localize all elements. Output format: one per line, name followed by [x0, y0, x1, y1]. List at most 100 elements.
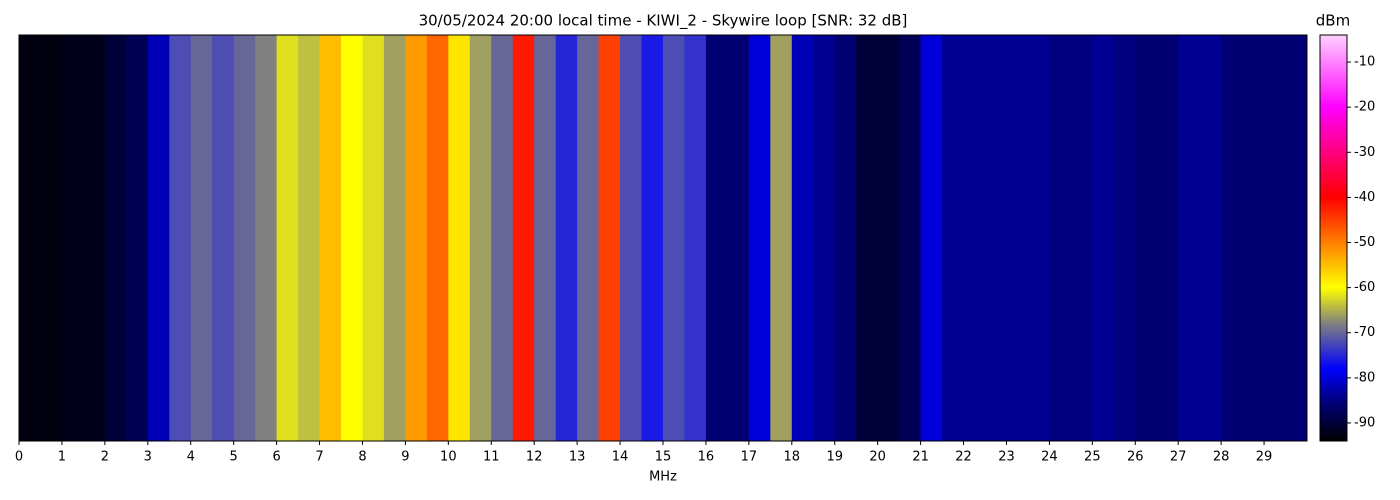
colorbar-tick-label: -10	[1354, 55, 1375, 70]
spectrum-column	[1006, 35, 1029, 441]
x-tick-label: 6	[272, 450, 280, 465]
spectrum-column	[791, 35, 814, 441]
x-tick-label: 2	[101, 450, 109, 465]
spectrum-column	[663, 35, 685, 441]
spectrum-column	[104, 35, 127, 441]
x-tick-label: 22	[955, 450, 972, 465]
chart-title: 30/05/2024 20:00 local time - KIWI_2 - S…	[419, 12, 908, 31]
colorbar-tick-label: -70	[1354, 325, 1375, 340]
spectrum-column	[383, 35, 406, 441]
spectrum-column	[620, 35, 643, 441]
spectrum-column	[276, 35, 299, 441]
spectrum-column	[1264, 35, 1287, 441]
spectrum-column	[83, 35, 106, 441]
spectrum-column	[684, 35, 707, 441]
colorbar-label: dBm	[1316, 12, 1350, 30]
colorbar-tick-label: -90	[1354, 415, 1375, 430]
spectrum-column	[641, 35, 664, 441]
colorbar-tick-label: -60	[1354, 280, 1375, 295]
spectrum-column	[233, 35, 256, 441]
x-tick-label: 16	[698, 450, 715, 465]
spectrum-column	[469, 35, 492, 441]
spectrum-column	[1221, 35, 1244, 441]
spectrum-column	[834, 35, 857, 441]
spectrum-column	[319, 35, 342, 441]
spectrum-column	[705, 35, 728, 441]
spectrum-column	[169, 35, 192, 441]
x-tick-label: 10	[440, 450, 457, 465]
spectrum-column	[1135, 35, 1158, 441]
x-tick-label: 14	[612, 450, 629, 465]
spectrum-column	[1070, 35, 1093, 441]
colorbar-tick-label: -80	[1354, 370, 1375, 385]
spectrum-column	[1092, 35, 1115, 441]
x-tick-label: 20	[869, 450, 886, 465]
spectrum-column	[405, 35, 428, 441]
colorbar	[1319, 34, 1348, 442]
spectrum-column	[920, 35, 943, 441]
spectrum-column	[813, 35, 836, 441]
x-tick-label: 28	[1213, 450, 1230, 465]
spectrum-column	[534, 35, 557, 441]
x-tick-label: 26	[1127, 450, 1144, 465]
spectrum-column	[126, 35, 149, 441]
x-tick-label: 21	[912, 450, 929, 465]
spectrum-column	[341, 35, 363, 441]
spectrum-column	[1199, 35, 1222, 441]
x-tick-label: 15	[655, 450, 672, 465]
spectrum-column	[255, 35, 278, 441]
spectrum-column	[362, 35, 385, 441]
spectrum-column	[298, 35, 321, 441]
spectrum-column	[555, 35, 578, 441]
spectrum-column	[1027, 35, 1050, 441]
x-tick-label: 8	[358, 450, 366, 465]
x-tick-label: 19	[826, 450, 843, 465]
spectrum-column	[19, 35, 41, 441]
colorbar-tick-label: -50	[1354, 235, 1375, 250]
spectrum-column	[491, 35, 514, 441]
x-tick-label: 0	[15, 450, 23, 465]
x-tick-label: 7	[315, 450, 323, 465]
spectrum-column	[190, 35, 213, 441]
colorbar-tick-label: -30	[1354, 145, 1375, 160]
x-tick-label: 25	[1084, 450, 1101, 465]
spectrum-column	[899, 35, 922, 441]
spectrum-column	[212, 35, 235, 441]
spectrum-column	[877, 35, 900, 441]
x-tick-label: 3	[144, 450, 152, 465]
spectrum-column	[770, 35, 793, 441]
x-tick-label: 23	[998, 450, 1015, 465]
spectrum-column	[1113, 35, 1136, 441]
spectrum-column	[577, 35, 600, 441]
spectrum-column	[1285, 35, 1308, 441]
x-tick-label: 27	[1170, 450, 1187, 465]
spectrum-column	[147, 35, 170, 441]
x-tick-label: 13	[569, 450, 586, 465]
colorbar-tick-label: -40	[1354, 190, 1375, 205]
x-tick-label: 18	[784, 450, 801, 465]
spectrum-column	[856, 35, 879, 441]
x-tick-label: 5	[230, 450, 238, 465]
spectrum-column	[963, 35, 986, 441]
x-tick-label: 11	[483, 450, 500, 465]
spectrum-column	[512, 35, 535, 441]
spectrum-column	[985, 35, 1007, 441]
spectrum-column	[40, 35, 63, 441]
x-axis-label: MHz	[649, 470, 677, 485]
spectrum-column	[1049, 35, 1072, 441]
spectrum-column	[426, 35, 449, 441]
x-tick-label: 1	[58, 450, 66, 465]
spectrum-column	[1178, 35, 1201, 441]
spectrum-column	[748, 35, 771, 441]
spectrum-column	[1156, 35, 1179, 441]
x-tick-label: 24	[1041, 450, 1058, 465]
spectrum-column	[448, 35, 471, 441]
spectrum-column	[727, 35, 750, 441]
x-tick-label: 29	[1256, 450, 1273, 465]
x-tick-label: 12	[526, 450, 543, 465]
x-tick-label: 4	[187, 450, 195, 465]
spectrum-column	[598, 35, 621, 441]
colorbar-tick-label: -20	[1354, 100, 1375, 115]
spectrum-column	[942, 35, 965, 441]
